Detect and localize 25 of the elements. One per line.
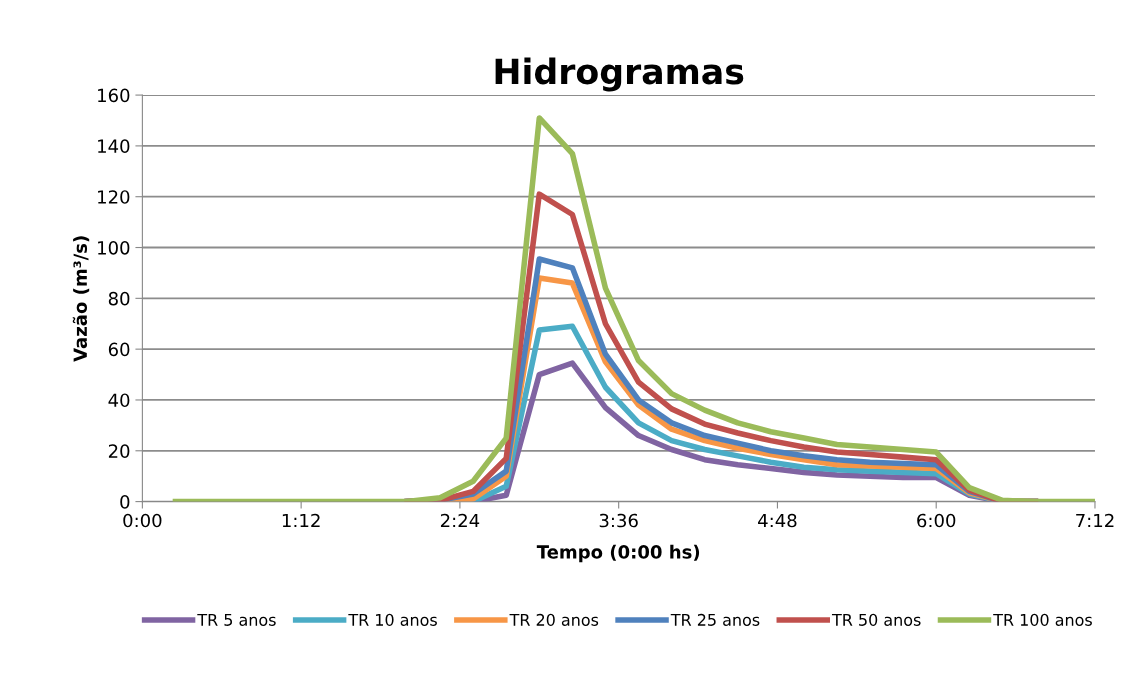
y-tick-label: 120 [98,190,130,204]
legend-label: TR 5 anos [197,614,276,626]
x-tick-label: 3:36 [599,513,638,528]
y-tick-label: 100 [98,240,130,255]
y-tick-label: 160 [98,88,130,103]
legend-label: TR 25 anos [670,613,760,626]
x-tick-label: 0:00 [123,513,162,528]
y-axis-title: Vazão (m³/s) [72,236,90,362]
y-tick-label: 20 [108,444,130,458]
y-tick-label: 40 [108,393,130,408]
y-tick-label: 60 [108,342,130,357]
legend-label: TR 50 anos [831,613,921,626]
x-tick-label: 6:00 [917,513,956,528]
legend-label: TR 10 anos [348,613,437,626]
x-tick-label: 2:24 [440,513,480,528]
y-tick-label: 140 [98,139,130,154]
x-tick-label: 7:12 [1076,513,1114,528]
x-tick-label: 1:12 [282,513,320,528]
y-tick-label: 80 [108,291,130,306]
legend-label: TR 100 anos [993,613,1092,626]
y-tick-label: 0 [120,495,130,509]
chart-title: Hidrogramas [495,57,744,92]
legend-label: TR 20 anos [509,613,599,626]
x-axis-title: Tempo (0:00 hs) [536,544,700,563]
x-tick-label: 4:48 [758,513,797,528]
